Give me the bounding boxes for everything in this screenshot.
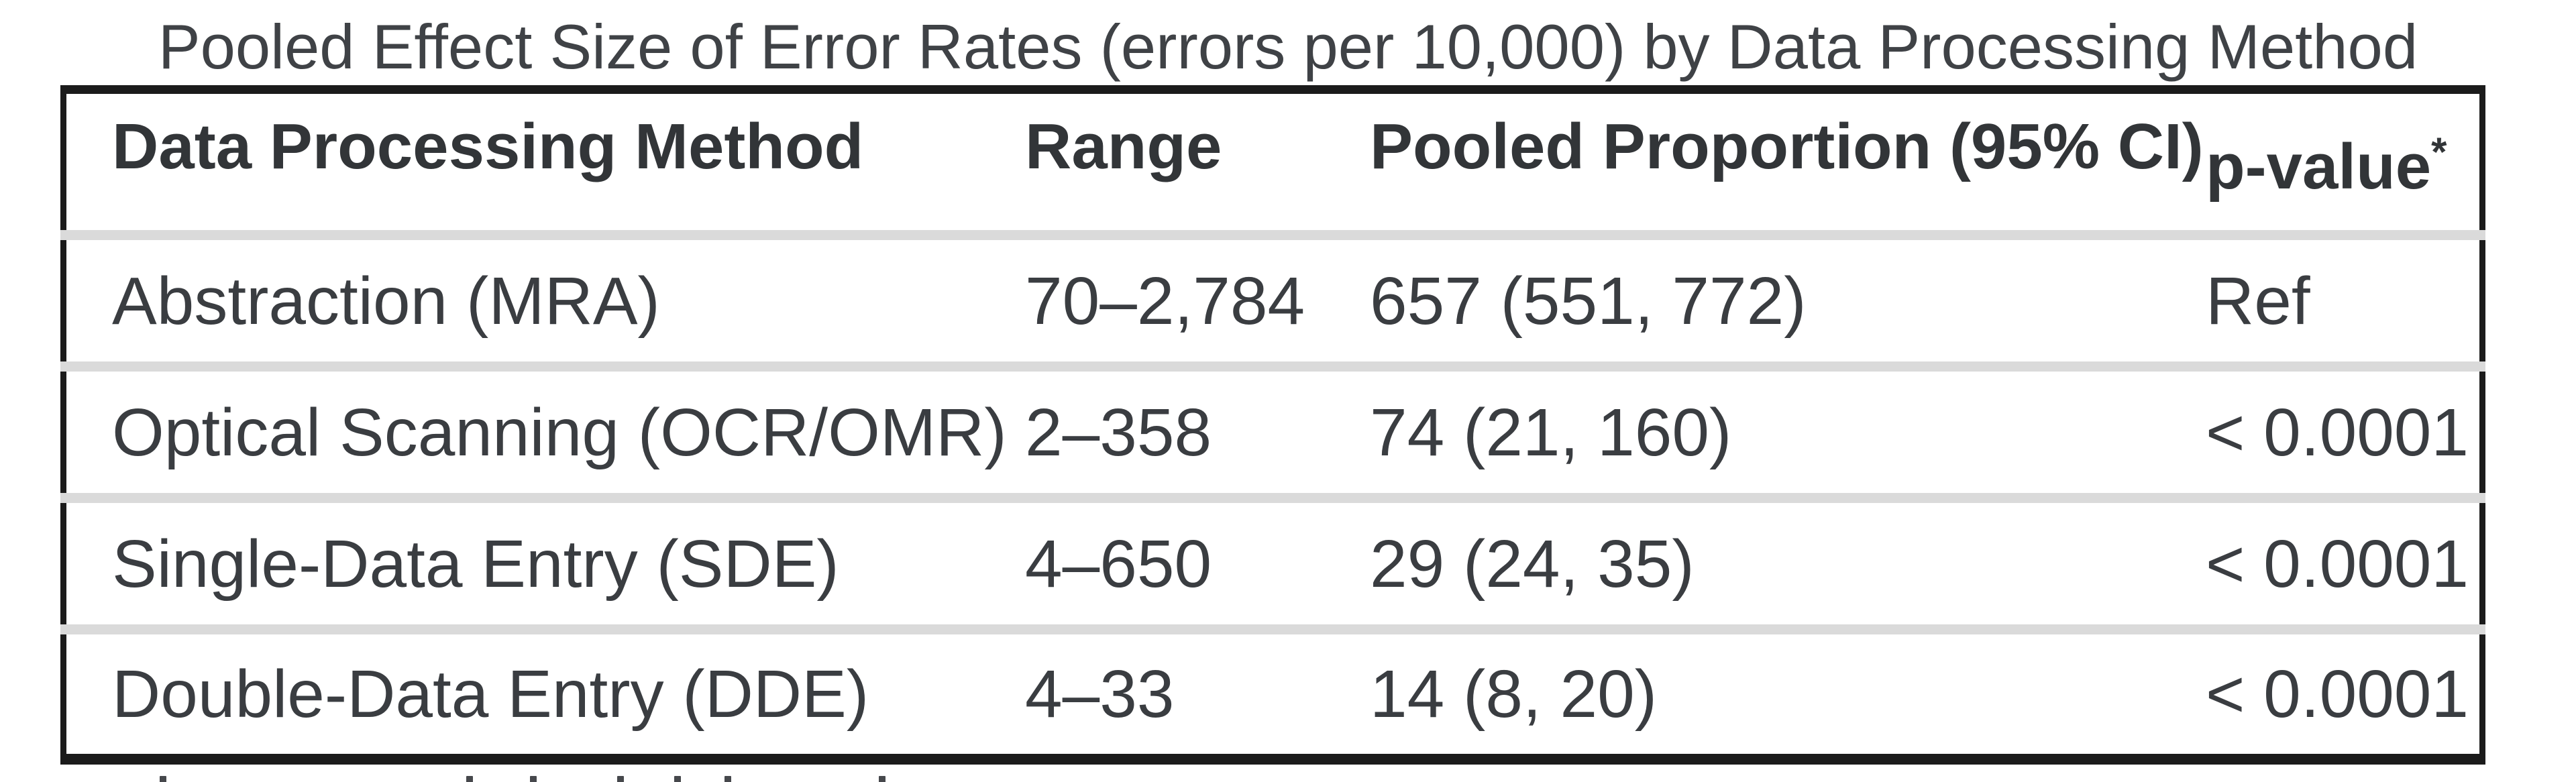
header-method: Data Processing Method <box>66 114 1025 194</box>
header-method-label: Data Processing Method <box>112 110 864 182</box>
p-value-cell: < 0.0001 <box>2206 657 2469 732</box>
p-value-cell: < 0.0001 <box>2206 526 2469 602</box>
table-row-single-data-entry: Single-Data Entry (SDE) 4–650 29 (24, 35… <box>66 503 2479 624</box>
header-range-label: Range <box>1025 110 1222 182</box>
footnote-letter-top <box>530 776 537 782</box>
method-cell: Optical Scanning (OCR/OMR) <box>112 394 1007 470</box>
table-header-row: Data Processing Method Range Pooled Prop… <box>66 94 2479 230</box>
row-separator <box>60 230 2485 240</box>
data-table: Data Processing Method Range Pooled Prop… <box>60 85 2485 765</box>
footnote-letter-top <box>674 776 681 782</box>
table-title: Pooled Effect Size of Error Rates (error… <box>158 11 2418 82</box>
range-cell: 2–358 <box>1025 394 1212 470</box>
table-row-abstraction: Abstraction (MRA) 70–2,784 657 (551, 772… <box>66 240 2479 361</box>
p-value-asterisk: * <box>2431 129 2447 174</box>
table-row-double-data-entry: Double-Data Entry (DDE) 4–33 14 (8, 20) … <box>66 634 2479 754</box>
pooled-proportion-cell: 74 (21, 160) <box>1370 394 1732 470</box>
range-cell: 4–33 <box>1025 657 1175 732</box>
row-separator <box>60 361 2485 372</box>
range-cell: 4–650 <box>1025 526 1212 602</box>
pooled-proportion-cell: 14 (8, 20) <box>1370 657 1658 732</box>
range-cell: 70–2,784 <box>1025 263 1305 339</box>
method-cell: Abstraction (MRA) <box>112 263 660 339</box>
p-value-cell: < 0.0001 <box>2206 394 2469 470</box>
header-range: Range <box>1025 114 1370 194</box>
p-value-cell: Ref <box>2206 263 2310 339</box>
pooled-proportion-cell: 29 (24, 35) <box>1370 526 1695 602</box>
p-value-text: p-value <box>2206 130 2432 203</box>
row-separator <box>60 624 2485 634</box>
row-separator <box>60 493 2485 503</box>
method-cell: Double-Data Entry (DDE) <box>112 657 869 732</box>
pooled-proportion-cell: 657 (551, 772) <box>1370 263 1807 339</box>
header-pooled-proportion: Pooled Proportion (95% CI) <box>1370 114 2206 194</box>
footnote-letter-top <box>160 776 166 782</box>
header-p-value: p-value* <box>2206 130 2479 199</box>
footnote-letter-top <box>466 776 473 782</box>
method-cell: Single-Data Entry (SDE) <box>112 526 839 602</box>
table-row-optical-scanning: Optical Scanning (OCR/OMR) 2–358 74 (21,… <box>66 372 2479 493</box>
footnote-letter-top <box>617 776 624 782</box>
footnote-letter-top <box>879 776 885 782</box>
footnote-letter-top <box>724 776 731 782</box>
header-p-value-label: p-value* <box>2206 131 2447 199</box>
header-pooled-proportion-label: Pooled Proportion (95% CI) <box>1370 110 2204 182</box>
